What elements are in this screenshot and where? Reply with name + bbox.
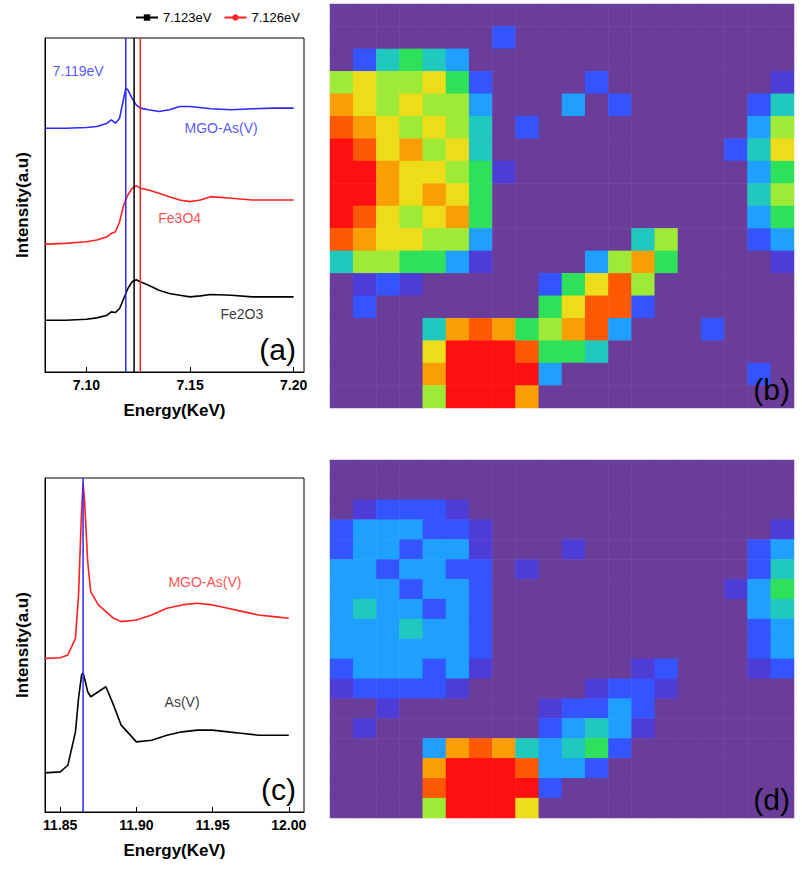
- svg-text:7.15: 7.15: [176, 377, 203, 393]
- svg-text:Energy(KeV): Energy(KeV): [123, 401, 225, 420]
- svg-text:Fe3O4: Fe3O4: [158, 210, 201, 226]
- svg-text:Intensity(a.u): Intensity(a.u): [13, 592, 32, 698]
- svg-text:12.00: 12.00: [271, 817, 306, 833]
- svg-text:Energy(KeV): Energy(KeV): [123, 841, 225, 860]
- svg-text:11.85: 11.85: [43, 817, 77, 833]
- svg-text:Intensity(a.u): Intensity(a.u): [13, 152, 32, 258]
- svg-text:11.90: 11.90: [119, 817, 153, 833]
- svg-text:Fe2O3: Fe2O3: [220, 306, 263, 322]
- svg-text:7.119eV: 7.119eV: [53, 63, 105, 79]
- svg-text:7.123eV: 7.123eV: [163, 10, 212, 25]
- svg-text:(a): (a): [259, 333, 296, 366]
- svg-text:7.10: 7.10: [73, 377, 100, 393]
- svg-text:MGO-As(V): MGO-As(V): [168, 574, 241, 590]
- svg-text:11.95: 11.95: [195, 817, 229, 833]
- svg-text:7.126eV: 7.126eV: [251, 10, 300, 25]
- svg-text:(c): (c): [261, 773, 296, 806]
- svg-text:(b): (b): [753, 373, 790, 406]
- svg-text:MGO-As(V): MGO-As(V): [185, 120, 258, 136]
- svg-text:As(V): As(V): [165, 694, 200, 710]
- svg-text:(d): (d): [753, 783, 790, 816]
- svg-text:7.20: 7.20: [280, 377, 307, 393]
